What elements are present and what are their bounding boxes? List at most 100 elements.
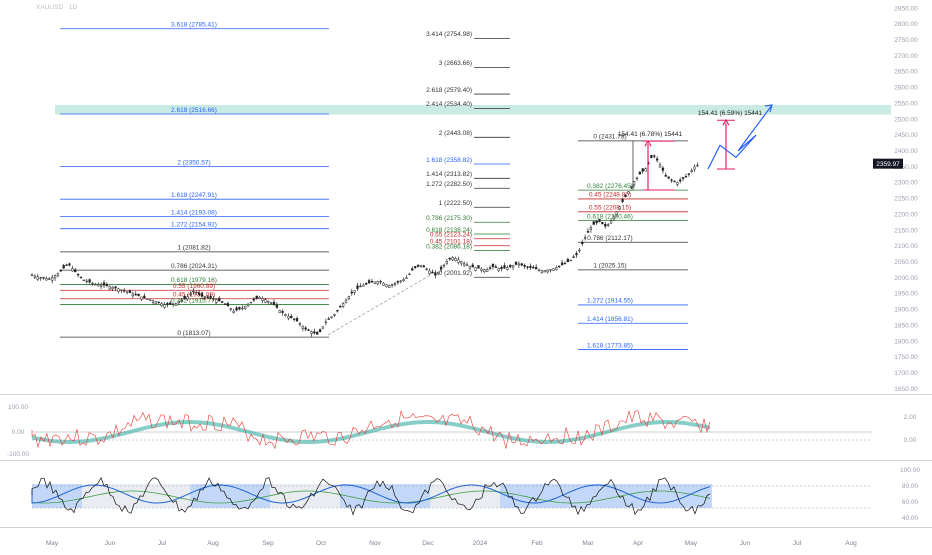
candle — [624, 194, 627, 198]
candle — [186, 293, 189, 302]
current-price-label: 2359.97 — [876, 161, 900, 168]
candle-body — [163, 304, 166, 308]
price-tick-label: 1800.00 — [894, 338, 918, 345]
price-series — [30, 154, 699, 337]
candle — [258, 295, 261, 300]
fib-level-label: 1 (2025.15) — [593, 263, 626, 270]
candle-body — [664, 175, 667, 177]
candle-body — [353, 290, 356, 293]
candle-body — [79, 276, 83, 279]
price-tick-label: 2350.00 — [894, 164, 918, 171]
candle — [244, 305, 247, 311]
candle-body — [523, 264, 526, 267]
candle-body — [462, 263, 466, 266]
candle — [552, 268, 555, 271]
price-tick-label: 2050.00 — [894, 259, 918, 266]
candle-body — [192, 290, 195, 293]
candle-body — [330, 316, 333, 318]
candle — [601, 221, 604, 225]
price-axis[interactable]: 2850.00 2800.00 2750.00 2700.00 2650.00 2600.… — [873, 5, 918, 393]
fib-level-label: 3 (2663.66) — [439, 60, 472, 67]
candle-body — [546, 269, 549, 273]
candle — [437, 271, 440, 276]
osc-tick-label: 0.00 — [12, 429, 25, 436]
candle — [212, 295, 215, 302]
fib-level-label: 0.55 (1960.89) — [173, 283, 215, 290]
candle — [687, 173, 690, 177]
candle — [160, 302, 163, 308]
time-axis[interactable]: May Jun Jul Aug Sep Oct Nov Dec 2024 Feb Mar Apr May… — [46, 540, 857, 547]
candle — [543, 269, 546, 273]
candle-body — [350, 291, 353, 294]
osc-tick-label: -100.00 — [7, 451, 29, 458]
candle-body — [517, 263, 521, 266]
candle-body — [281, 311, 284, 313]
candle — [172, 303, 175, 308]
candle-body — [166, 302, 169, 305]
osc-band — [32, 420, 710, 444]
candle — [177, 301, 181, 305]
osc-tick-label: 100.00 — [8, 404, 28, 411]
candle — [661, 165, 665, 174]
candle — [68, 262, 71, 267]
candle — [166, 302, 169, 308]
measurement-layer: 154.41 (6.78%) 15441 154.41 (6.59%) 15441 — [618, 110, 763, 191]
candle — [396, 280, 400, 285]
candle-body — [474, 267, 477, 271]
candle — [664, 172, 667, 177]
candle-body — [203, 296, 207, 298]
candle — [517, 261, 521, 269]
candle — [503, 262, 506, 269]
candle — [330, 316, 333, 319]
candle-body — [85, 280, 88, 283]
candle-body — [661, 167, 665, 171]
candle — [229, 308, 232, 312]
fib-level-label: 1 (2081.82) — [177, 245, 210, 252]
price-tick-label: 2600.00 — [894, 85, 918, 92]
candle-body — [56, 273, 60, 276]
fib-level-label: 0.618 (2180.46) — [587, 213, 633, 220]
candle — [33, 274, 37, 279]
time-tick-label: Feb — [531, 540, 543, 547]
candle-body — [638, 171, 642, 175]
candle-body — [226, 303, 230, 307]
time-tick-label: May — [46, 540, 59, 547]
candle — [45, 276, 48, 281]
time-tick-label: 2024 — [473, 540, 488, 547]
fib-level-label: 1.618 (2358.82) — [426, 157, 472, 164]
candle-body — [48, 278, 51, 280]
candle-body — [696, 164, 699, 167]
candle-body — [235, 307, 238, 311]
fib-level-label: 0.786 (2112.17) — [587, 235, 632, 242]
candle — [304, 326, 307, 331]
candle — [105, 282, 109, 288]
candle — [180, 298, 183, 303]
candle-body — [483, 269, 486, 273]
candle-body — [321, 326, 325, 329]
candle — [497, 267, 500, 273]
candle-body — [344, 299, 348, 304]
candle-body — [74, 269, 77, 273]
candle — [97, 282, 100, 287]
candle-body — [514, 261, 518, 265]
osc-zone — [190, 484, 270, 508]
price-tick-label: 1700.00 — [894, 370, 918, 377]
candle — [586, 228, 590, 233]
candle-body — [396, 281, 400, 283]
candle — [537, 268, 541, 272]
candle — [644, 167, 647, 172]
candle-body — [295, 318, 299, 322]
candle — [131, 291, 134, 299]
candle-body — [246, 303, 250, 306]
candle-body — [42, 277, 45, 279]
candle-body — [223, 303, 227, 305]
candle-body — [569, 259, 572, 262]
candle — [491, 263, 495, 270]
candle — [382, 281, 385, 286]
candle — [514, 261, 518, 266]
candle-body — [157, 301, 160, 303]
candle-body — [566, 259, 569, 262]
candle-body — [497, 268, 500, 271]
